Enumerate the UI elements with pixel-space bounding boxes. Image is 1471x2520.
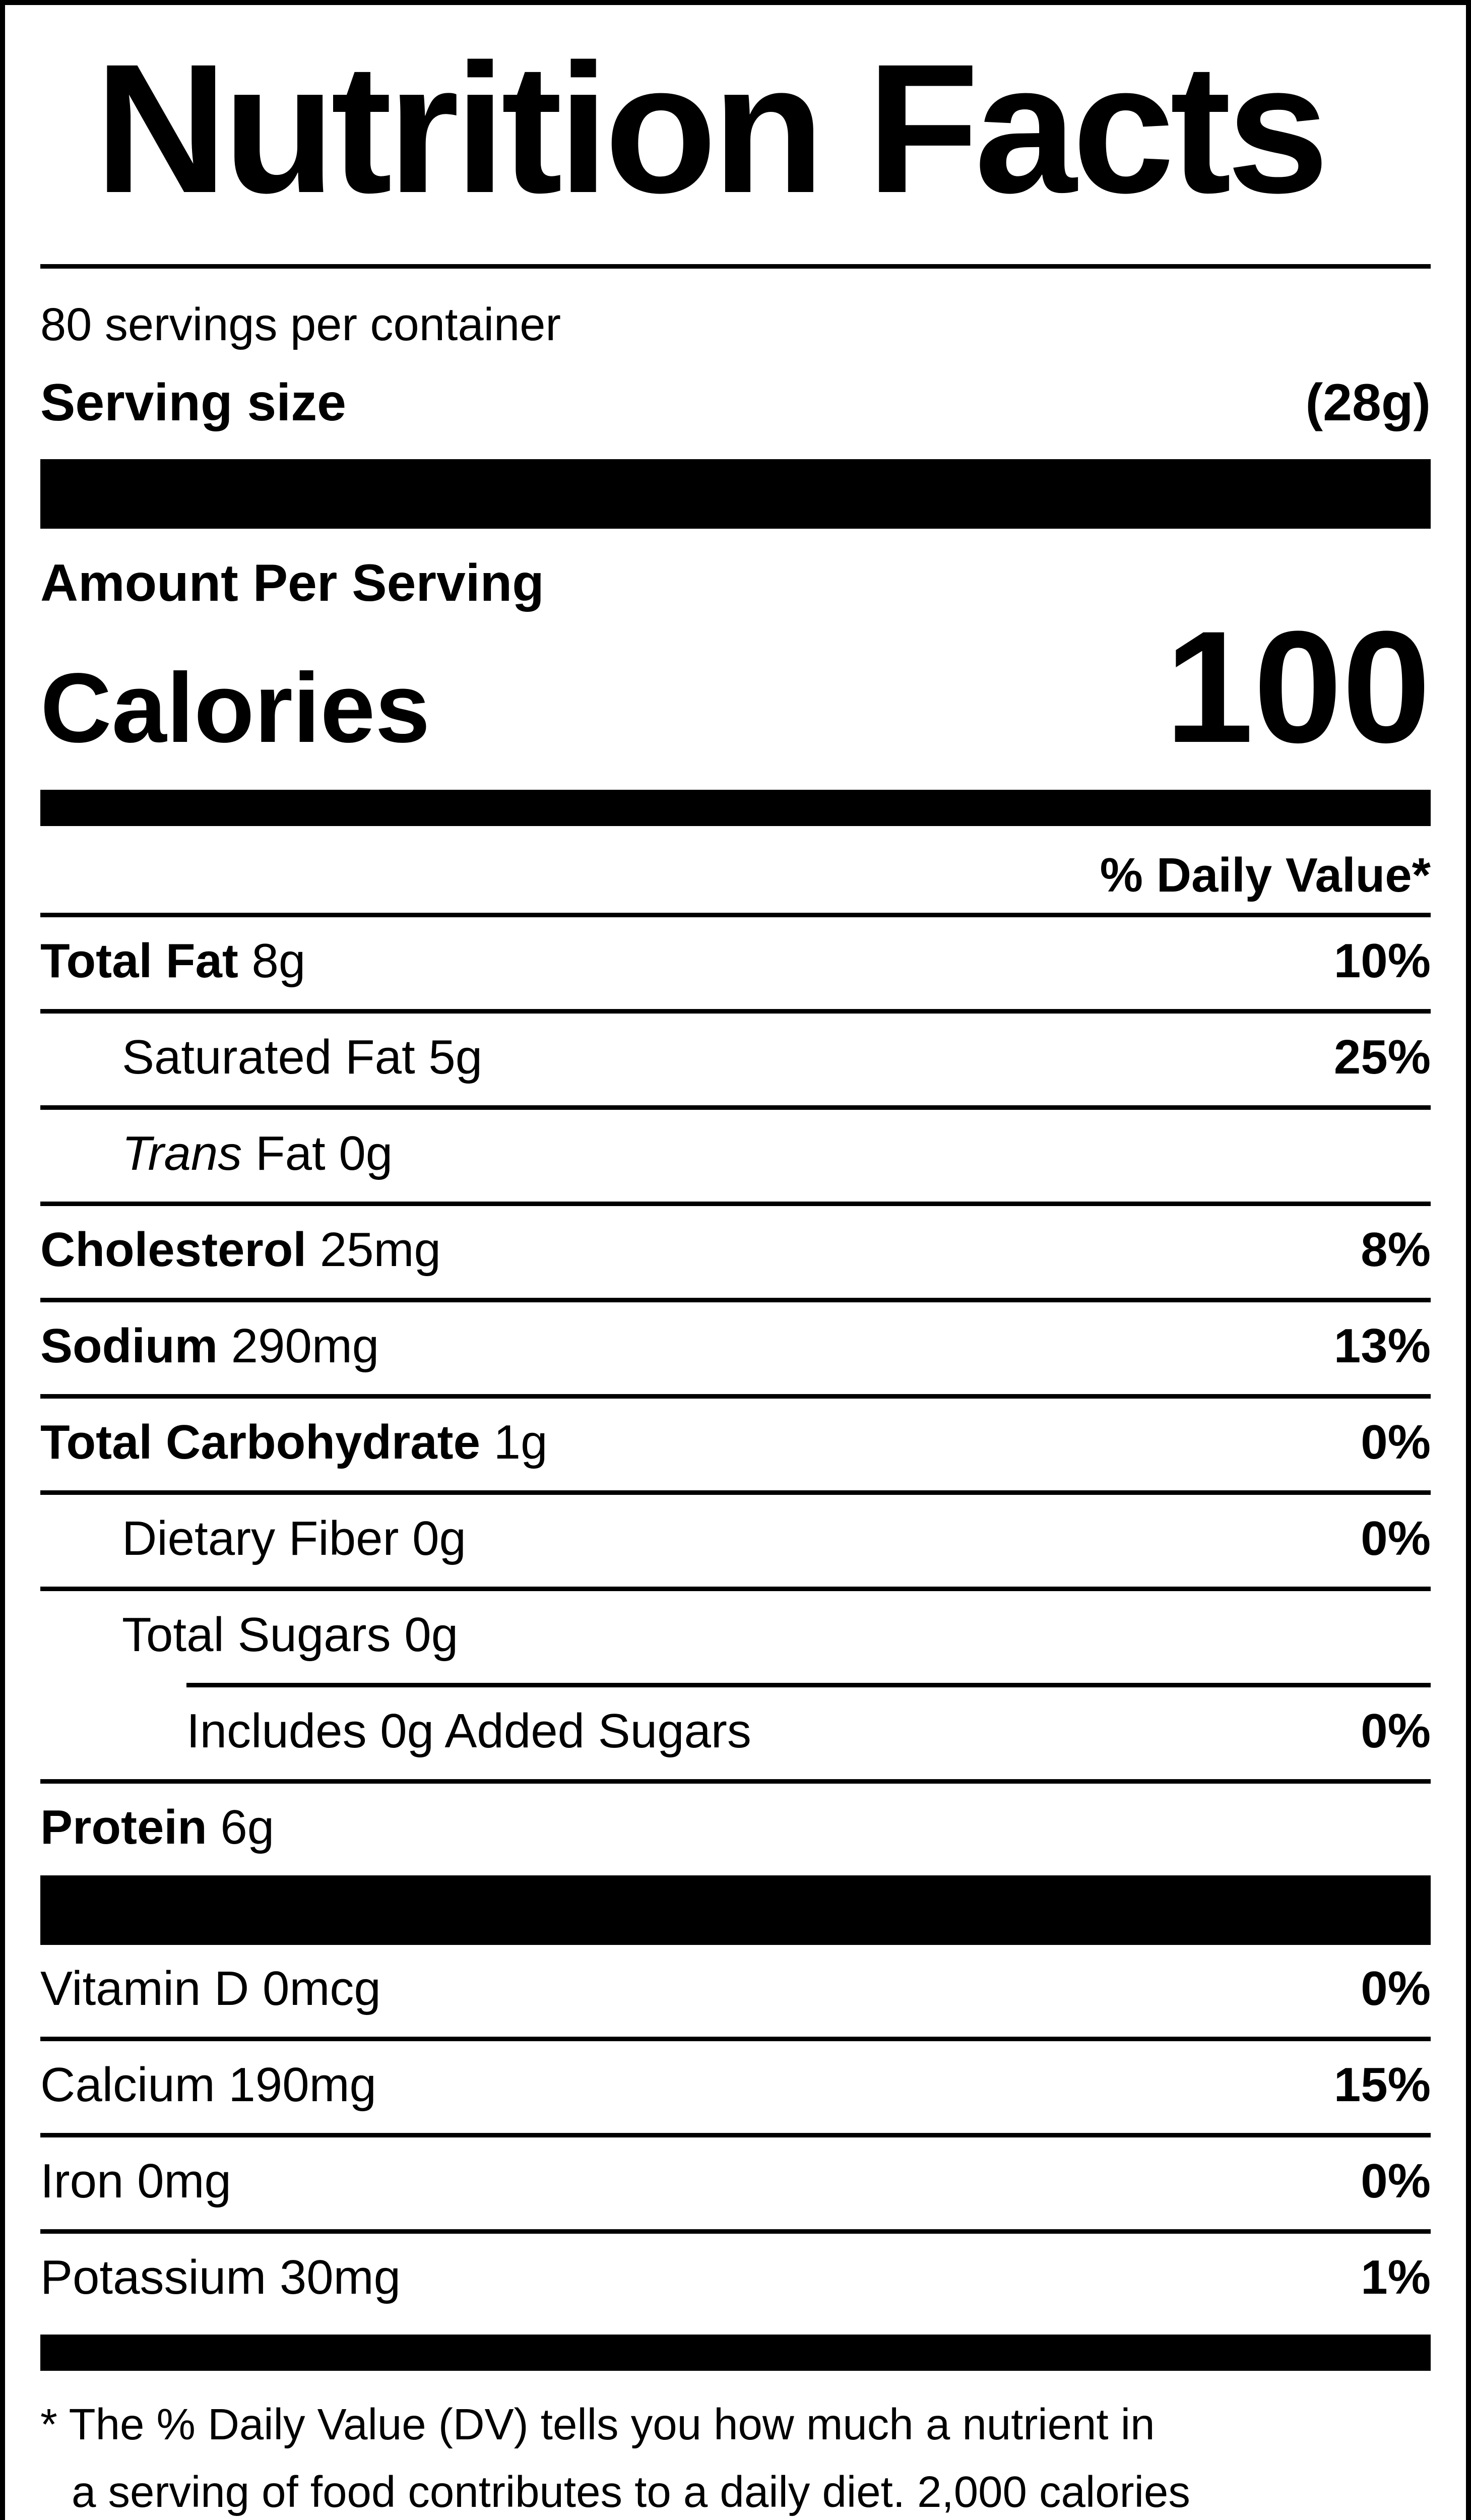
daily-value-percent: 8% [1361, 1223, 1431, 1277]
nutrient-name: Calcium 190mg [40, 2058, 376, 2112]
nutrient-row-dietary-fiber: Dietary Fiber 0g 0% [40, 1490, 1431, 1587]
nutrient-name: Total Sugars 0g [122, 1608, 459, 1662]
nutrient-row-total-carbohydrate: Total Carbohydrate 1g 0% [40, 1394, 1431, 1490]
daily-value-percent: 15% [1333, 2058, 1431, 2112]
daily-value-percent: 0% [1361, 1704, 1431, 1758]
separator-bar-thick [40, 1875, 1431, 1945]
nutrient-name: Total Fat 8g [40, 934, 306, 988]
daily-value-percent: 10% [1333, 934, 1431, 988]
serving-size-row: Serving size (28g) [40, 373, 1431, 432]
separator-bar-medium [40, 790, 1431, 826]
nutrient-row-trans-fat: Trans Fat 0g [40, 1105, 1431, 1202]
nutrient-row-cholesterol: Cholesterol 25mg 8% [40, 1202, 1431, 1298]
nutrient-row-iron: Iron 0mg 0% [40, 2133, 1431, 2229]
nutrient-row-added-sugars: Includes 0g Added Sugars 0% [186, 1683, 1431, 1779]
nutrient-name: Protein 6g [40, 1800, 275, 1854]
nutrient-row-total-fat: Total Fat 8g 10% [40, 913, 1431, 1009]
serving-size-label: Serving size [40, 373, 346, 432]
calories-label: Calories [40, 653, 430, 763]
daily-value-percent: 13% [1333, 1319, 1431, 1373]
nutrient-name: Iron 0mg [40, 2154, 231, 2208]
calories-value: 100 [1165, 598, 1431, 776]
nutrient-name: Potassium 30mg [40, 2250, 401, 2304]
separator-bar-thick [40, 459, 1431, 529]
nutrient-row-protein: Protein 6g [40, 1779, 1431, 1875]
title-divider [40, 264, 1431, 269]
nutrient-name: Trans Fat 0g [122, 1126, 393, 1180]
nutrient-row-saturated-fat: Saturated Fat 5g 25% [40, 1009, 1431, 1105]
nutrient-name: Cholesterol 25mg [40, 1223, 441, 1277]
separator-bar-medium [40, 2335, 1431, 2371]
nutrient-name: Vitamin D 0mcg [40, 1962, 381, 2015]
daily-value-percent: 1% [1361, 2250, 1431, 2304]
nutrient-name: Sodium 290mg [40, 1319, 379, 1373]
footnote-line-2: a serving of food contributes to a daily… [72, 2468, 1190, 2516]
calories-row: Calories 100 [40, 598, 1431, 784]
nutrient-row-sodium: Sodium 290mg 13% [40, 1298, 1431, 1394]
label-title: Nutrition Facts [95, 26, 1329, 231]
label-content: Nutrition Facts 80 servings per containe… [5, 26, 1466, 2520]
nutrient-row-total-sugars: Total Sugars 0g [40, 1587, 1431, 1683]
nutrient-name: Saturated Fat 5g [122, 1030, 483, 1084]
daily-value-header: % Daily Value* [1100, 848, 1431, 902]
daily-value-percent: 25% [1333, 1030, 1431, 1084]
daily-value-percent: 0% [1361, 2154, 1431, 2208]
nutrient-name: Total Carbohydrate 1g [40, 1415, 548, 1469]
nutrient-row-vitamin-d: Vitamin D 0mcg 0% [40, 1945, 1431, 2037]
nutrient-name: Includes 0g Added Sugars [186, 1704, 751, 1758]
footnote-line-1: * The % Daily Value (DV) tells you how m… [40, 2400, 1155, 2449]
daily-value-percent: 0% [1361, 1962, 1431, 2015]
nutrient-row-potassium: Potassium 30mg 1% [40, 2229, 1431, 2325]
nutrient-row-calcium: Calcium 190mg 15% [40, 2037, 1431, 2133]
daily-value-percent: 0% [1361, 1511, 1431, 1565]
servings-per-container: 80 servings per container [40, 299, 561, 350]
daily-value-percent: 0% [1361, 1415, 1431, 1469]
nutrient-name: Dietary Fiber 0g [122, 1511, 466, 1565]
footnote: * The % Daily Value (DV) tells you how m… [40, 2391, 1431, 2520]
amount-per-serving-label: Amount Per Serving [40, 554, 544, 612]
serving-size-value: (28g) [1305, 373, 1431, 432]
